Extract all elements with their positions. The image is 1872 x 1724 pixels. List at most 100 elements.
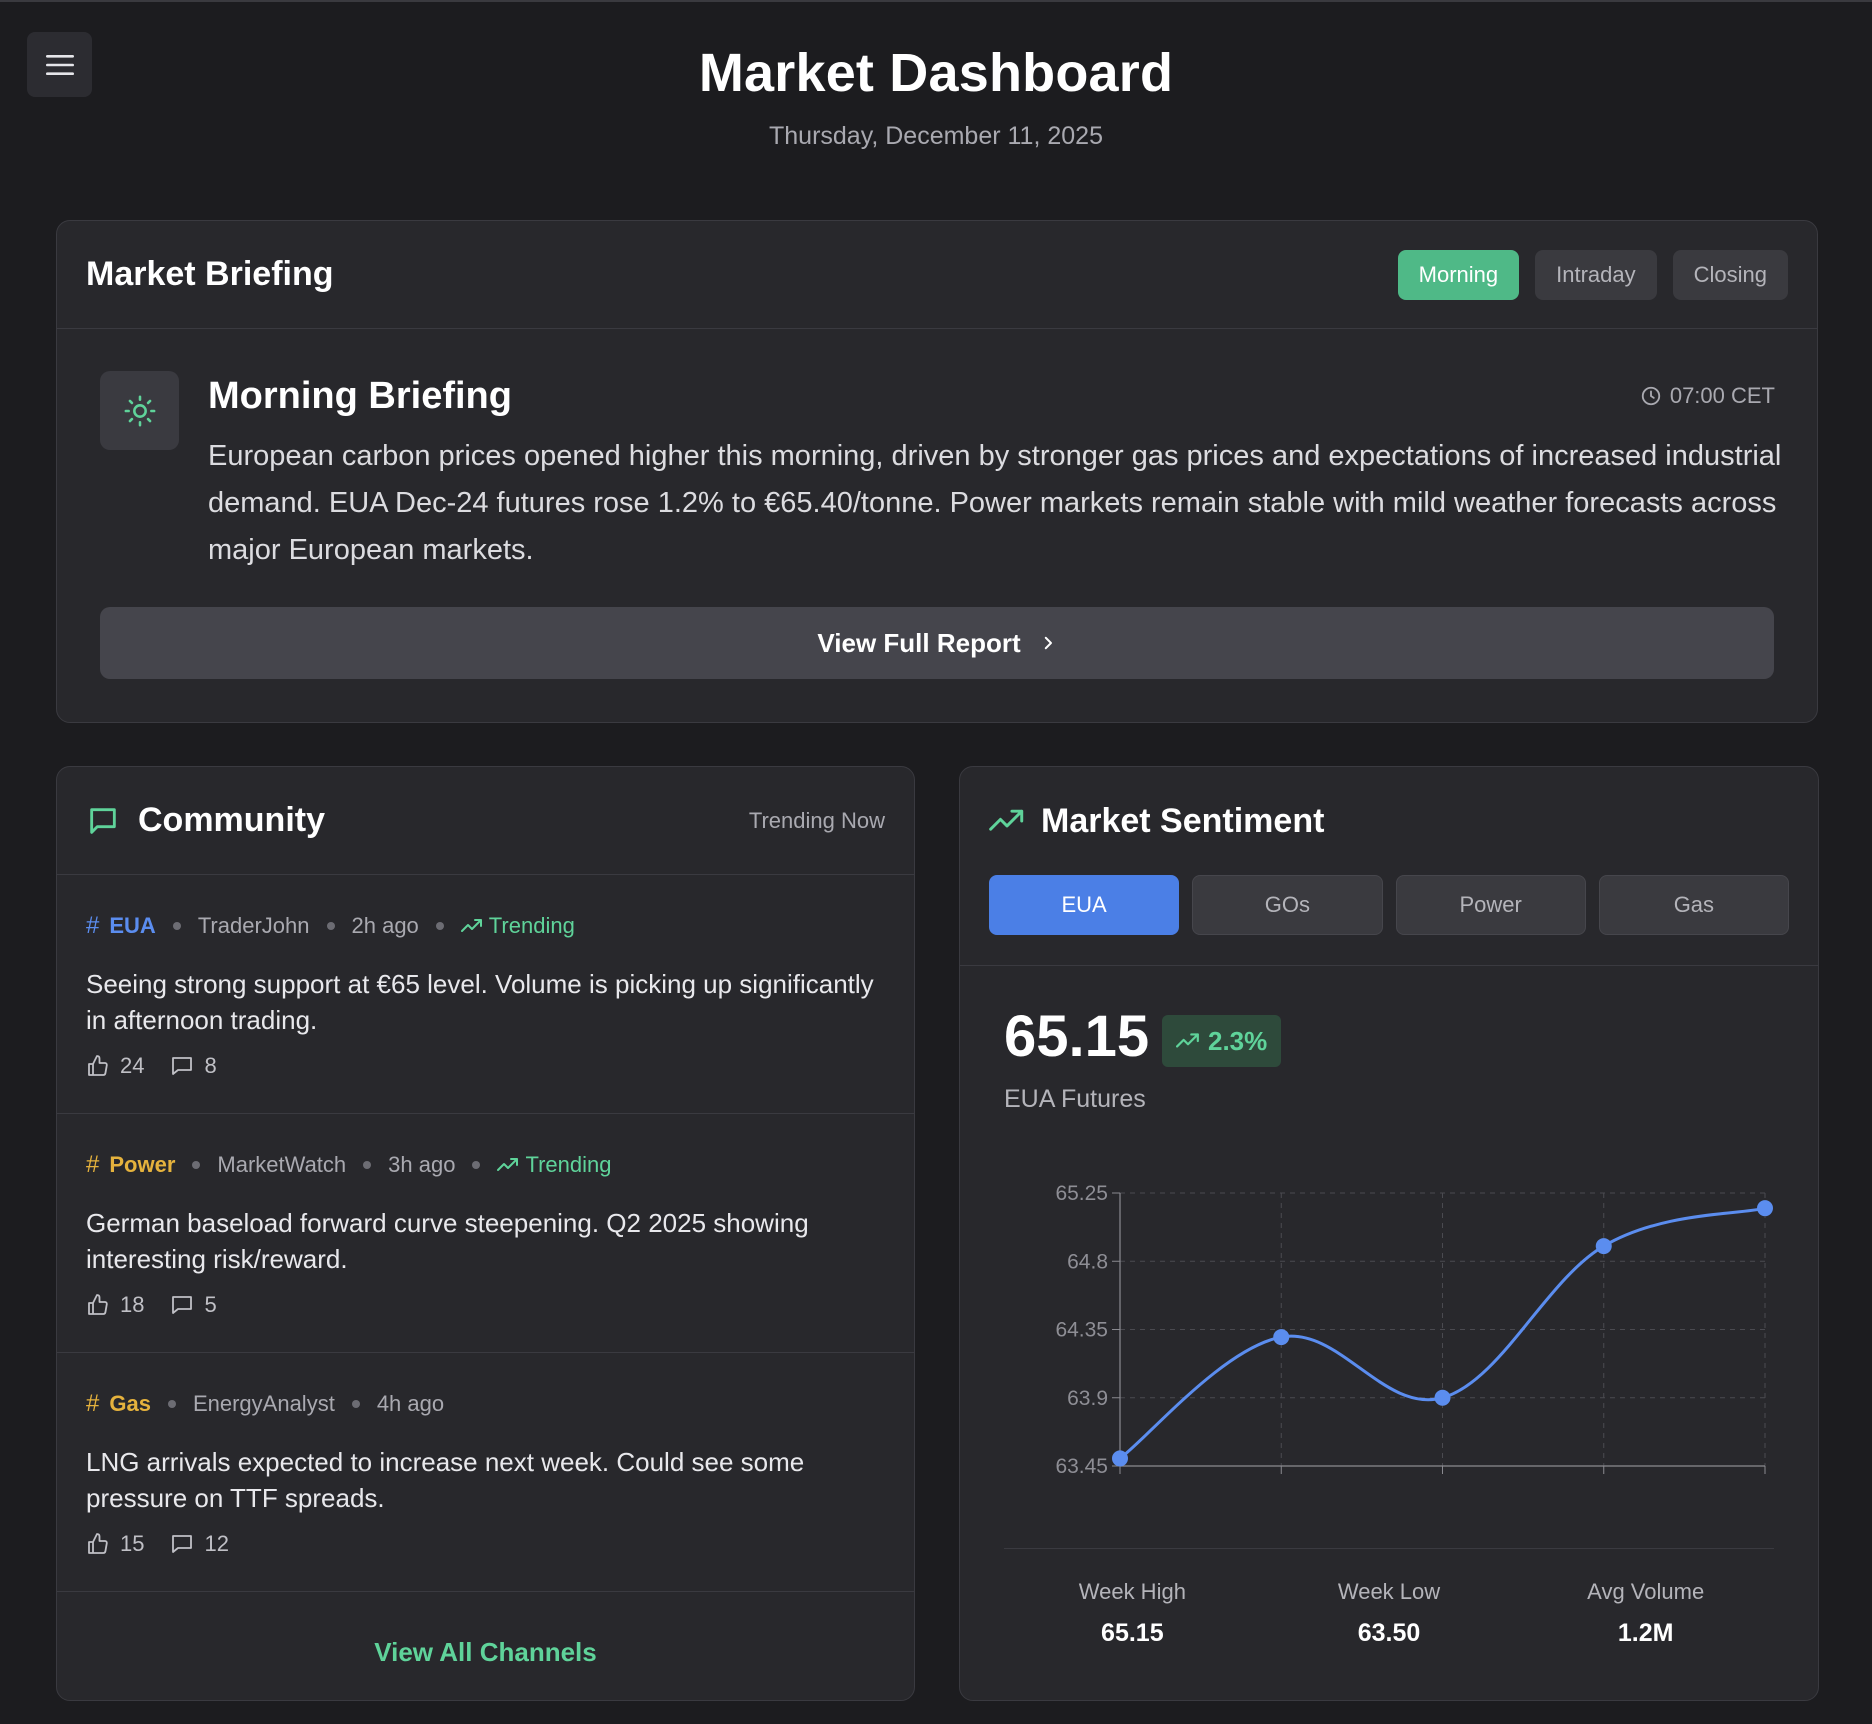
view-full-report-label: View Full Report [817,627,1021,658]
y-tick-label: 64.35 [1055,1319,1108,1342]
post-author[interactable]: EnergyAnalyst [192,1391,335,1416]
thumbs-up-icon [88,1294,108,1315]
comment-icon [172,1296,193,1314]
tab-gas[interactable]: Gas [1598,875,1789,935]
week-low-stat: Week Low 63.50 [1261,1549,1518,1668]
like-button[interactable]: 18 [86,1292,144,1318]
sun-icon-box [100,371,179,450]
menu-button[interactable] [27,32,92,97]
tab-closing[interactable]: Closing [1672,249,1788,300]
post-stats: 24 8 [86,1053,243,1079]
data-point [1112,1450,1128,1467]
comment-icon [172,1057,193,1075]
post-stats: 15 12 [86,1531,255,1557]
like-button[interactable]: 24 [86,1053,144,1079]
price-change-value: 2.3% [1208,1025,1268,1056]
like-count: 18 [120,1292,145,1317]
like-count: 15 [120,1531,145,1556]
stat-value: 63.50 [1357,1619,1421,1647]
market-briefing-card: Market Briefing Morning Intraday Closing… [56,220,1818,723]
post-meta: # Power MarketWatch 3h ago Trending [86,1151,611,1179]
community-post[interactable]: # EUA TraderJohn 2h ago Trending Seeing … [57,875,914,1114]
separator-dot [167,1400,176,1408]
price-change-badge: 2.3% [1162,1015,1282,1067]
view-full-report-button[interactable]: View Full Report [100,607,1774,679]
separator-dot [192,1161,201,1169]
post-channel[interactable]: Gas [109,1391,151,1416]
trending-label: Trending [488,913,575,938]
post-meta: # Gas EnergyAnalyst 4h ago [86,1390,444,1418]
trending-label: Trending [525,1152,612,1177]
trending-badge: Trending [497,1152,611,1178]
separator-dot [363,1161,372,1169]
separator-dot [172,922,181,930]
comment-count: 5 [204,1292,217,1317]
current-price: 65.15 [1004,1004,1150,1069]
briefing-time-label: 07:00 CET [1669,383,1775,408]
post-time: 2h ago [351,913,419,938]
briefing-header: Market Briefing Morning Intraday Closing [57,221,1817,329]
stat-value: 65.15 [1101,1619,1164,1647]
post-channel[interactable]: Power [109,1152,176,1177]
avg-volume-stat: Avg Volume 1.2M [1517,1549,1774,1668]
hash-icon: # [86,1390,100,1417]
data-point [1273,1329,1290,1346]
page-header: Market Dashboard Thursday, December 11, … [0,42,1872,151]
post-text: German baseload forward curve steepening… [86,1208,809,1274]
tab-power[interactable]: Power [1395,875,1586,935]
like-button[interactable]: 15 [86,1531,144,1557]
comment-icon [172,1535,193,1553]
hamburger-icon [45,54,74,75]
chevron-right-icon [1044,636,1052,650]
thumbs-up-icon [88,1533,108,1554]
briefing-time: 07:00 CET [1640,383,1775,409]
sentiment-title: Market Sentiment [1041,801,1325,840]
tab-eua[interactable]: EUA [989,875,1180,935]
clock-icon [1641,386,1660,406]
y-tick-label: 64.8 [1067,1250,1108,1273]
stat-value: 1.2M [1617,1619,1674,1647]
chat-bubble-icon [86,804,120,838]
post-stats: 18 5 [86,1292,243,1318]
community-card: Community Trending Now # EUA TraderJohn … [56,766,915,1701]
stat-label: Week Low [1337,1579,1441,1604]
comment-button[interactable]: 12 [170,1531,229,1557]
week-high-stat: Week High 65.15 [1004,1549,1261,1668]
post-meta: # EUA TraderJohn 2h ago Trending [86,912,575,940]
data-point [1595,1238,1612,1255]
view-all-channels-link[interactable]: View All Channels [374,1637,597,1667]
post-author[interactable]: TraderJohn [197,913,310,938]
separator-dot [326,922,335,930]
post-time: 4h ago [376,1391,445,1416]
data-point [1757,1200,1773,1217]
community-header: Community Trending Now [57,767,914,875]
market-sentiment-card: Market Sentiment EUA GOs Power Gas 65.15… [959,766,1819,1701]
tab-intraday[interactable]: Intraday [1535,249,1657,300]
data-point [1434,1389,1451,1406]
weekly-stats: Week High 65.15 Week Low 63.50 Avg Volum… [1004,1548,1774,1668]
hash-icon: # [86,1151,100,1178]
trend-up-icon [989,809,1025,833]
post-author[interactable]: MarketWatch [217,1152,347,1177]
briefing-heading: Morning Briefing [208,375,512,417]
briefing-text: European carbon prices opened higher thi… [208,440,1782,566]
tab-morning[interactable]: Morning [1397,249,1520,300]
like-count: 24 [120,1053,145,1078]
y-tick-label: 63.45 [1055,1455,1108,1477]
page-date: Thursday, December 11, 2025 [769,122,1103,150]
sun-icon [124,395,155,426]
post-channel[interactable]: EUA [109,913,156,938]
stat-label: Avg Volume [1587,1579,1705,1604]
briefing-title: Market Briefing [86,255,334,293]
tab-gos[interactable]: GOs [1192,875,1383,935]
comment-button[interactable]: 8 [170,1053,217,1079]
trending-now-label[interactable]: Trending Now [748,807,885,833]
page-title: Market Dashboard [698,43,1174,103]
thumbs-up-icon [88,1055,108,1076]
separator-dot [472,1161,481,1169]
community-post[interactable]: # Power MarketWatch 3h ago Trending Germ… [57,1114,914,1353]
briefing-body: Morning Briefing 07:00 CET European carb… [57,329,1817,722]
community-post[interactable]: # Gas EnergyAnalyst 4h ago LNG arrivals … [57,1353,914,1592]
comment-button[interactable]: 5 [170,1292,217,1318]
trend-up-icon [460,919,482,932]
